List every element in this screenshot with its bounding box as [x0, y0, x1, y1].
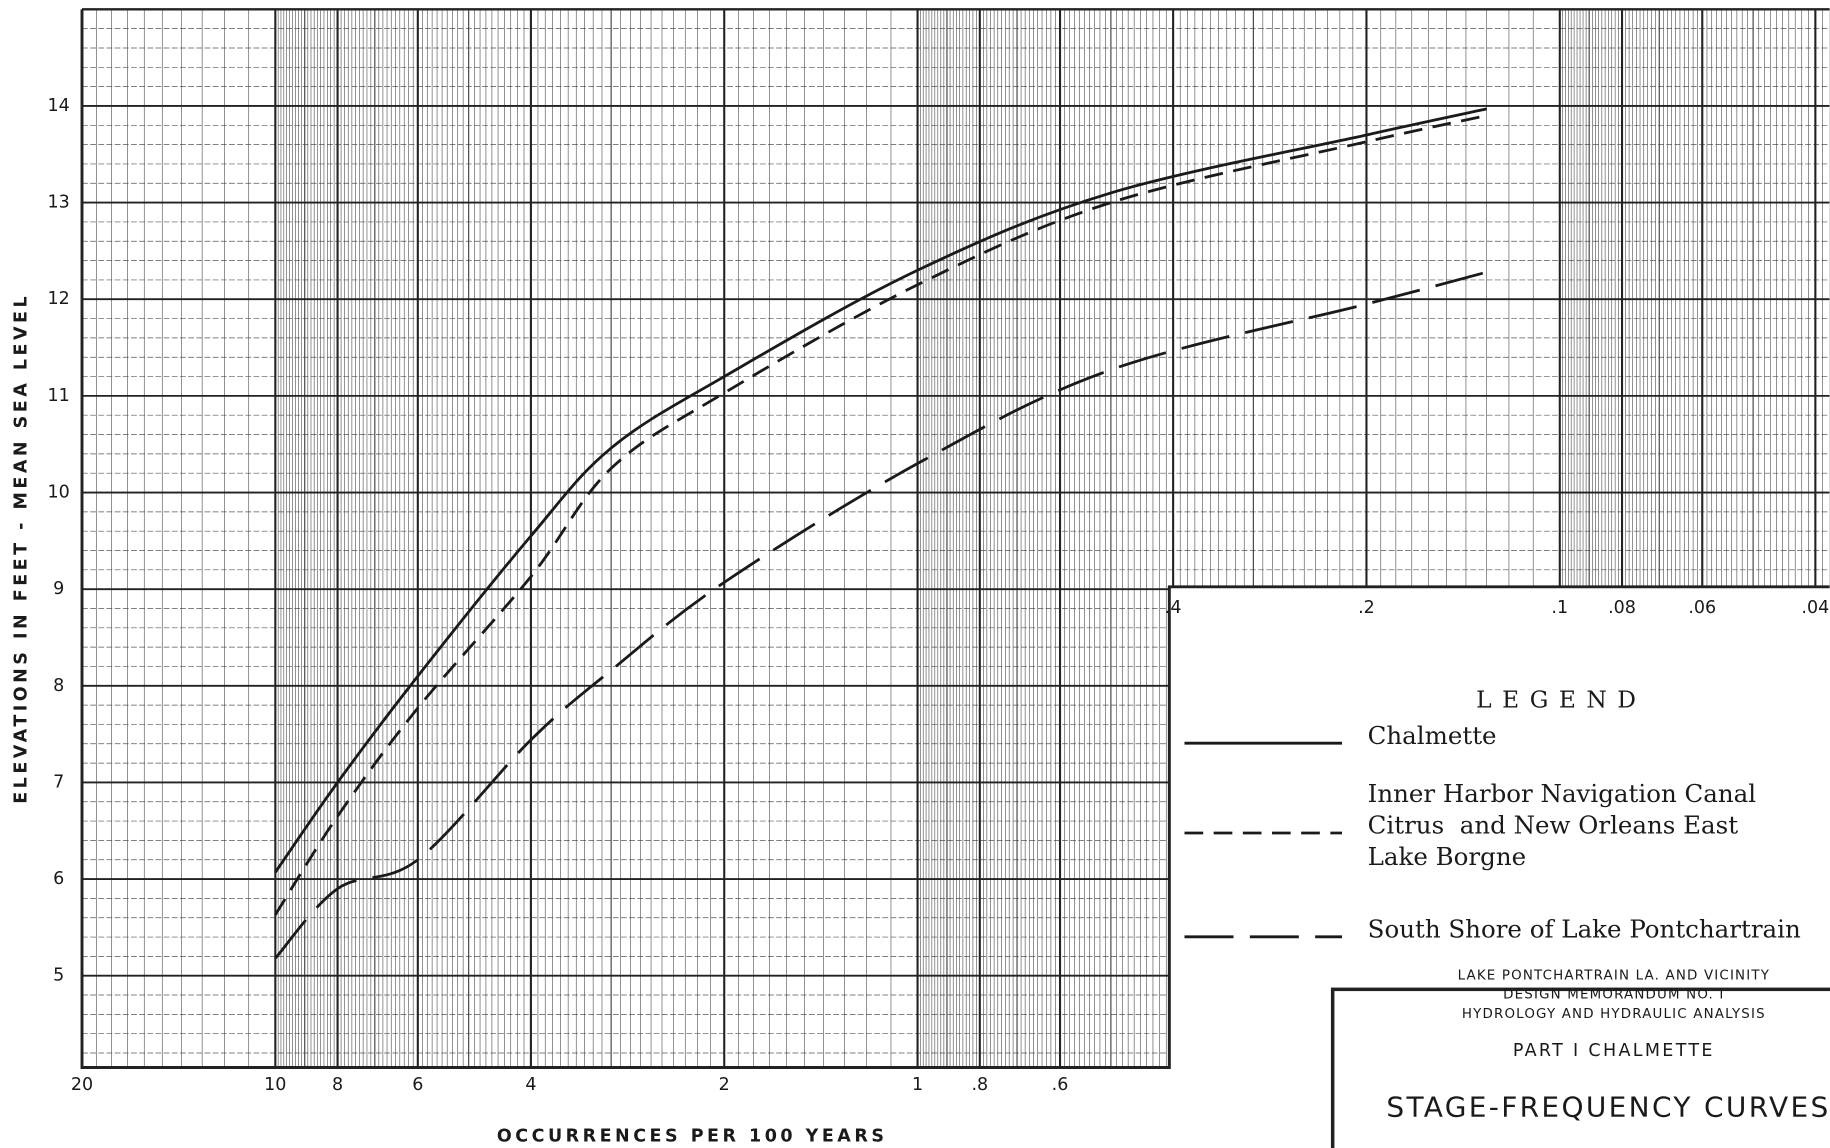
x-tick-label: .8	[971, 1075, 988, 1095]
title-block-title: STAGE-FREQUENCY CURVES	[1386, 1090, 1830, 1123]
y-tick-label: 10	[48, 483, 70, 503]
x-tick-label: .6	[1052, 1075, 1069, 1095]
x-tick-label: .06	[1688, 598, 1716, 618]
y-tick-label: 7	[53, 772, 64, 792]
series-group	[274, 107, 1487, 960]
y-axis-title: ELEVATIONS IN FEET - MEAN SEA LEVEL	[11, 293, 31, 804]
title-block-line: HYDROLOGY AND HYDRAULIC ANALYSIS	[1462, 1007, 1766, 1022]
x-tick-label: .08	[1608, 598, 1636, 618]
title-block-line: DESIGN MEMORANDUM NO. I	[1503, 988, 1724, 1003]
x-tick-label: 20	[71, 1075, 93, 1095]
y-tick-label: 8	[53, 676, 64, 696]
title-block-part: PART I CHALMETTE	[1513, 1041, 1715, 1061]
plot-border	[80, 9, 1830, 1069]
x-axis-title: OCCURRENCES PER 100 YEARS	[497, 1126, 888, 1146]
series-line	[274, 114, 1487, 916]
title-block-text: LAKE PONTCHARTRAIN LA. AND VICINITY DESIG…	[1458, 968, 1771, 1022]
y-tick-label: 11	[48, 386, 70, 406]
x-tick-label: .04	[1801, 598, 1829, 618]
legend-label: Chalmette	[1368, 721, 1497, 750]
legend-label: South Shore of Lake Pontchartrain	[1368, 915, 1801, 944]
labels: 5 6 7 8 9 10 11 12 13 14 20 10 8 6 4 2 1 .8 .6 .4 .2 .1 .08 .06…	[48, 96, 1830, 1095]
y-tick-label: 12	[48, 289, 70, 309]
title-block	[1330, 987, 1830, 1148]
title-block-line: LAKE PONTCHARTRAIN LA. AND VICINITY	[1458, 968, 1771, 983]
x-tick-label: .2	[1358, 598, 1375, 618]
legend: Chalmette Inner Harbor Navigation Canal Ci…	[1184, 721, 1801, 944]
x-tick-label: 2	[719, 1075, 730, 1095]
x-tick-label: 4	[525, 1075, 536, 1095]
x-tick-label: .4	[1165, 598, 1182, 618]
legend-label: Citrus and New Orleans East	[1368, 811, 1739, 840]
y-tick-label: 6	[53, 869, 64, 889]
series-line	[274, 270, 1487, 960]
series-line	[274, 107, 1487, 874]
grid	[82, 9, 1830, 1068]
x-tick-label: 6	[412, 1075, 423, 1095]
y-tick-label: 9	[53, 579, 64, 599]
legend-label: Inner Harbor Navigation Canal	[1368, 779, 1757, 808]
legend-title: LEGEND	[1476, 686, 1646, 714]
legend-label: Lake Borgne	[1368, 842, 1526, 871]
x-tick-label: .1	[1551, 598, 1568, 618]
y-tick-label: 13	[48, 193, 70, 213]
y-tick-label: 14	[48, 96, 70, 116]
y-tick-label: 5	[53, 966, 64, 986]
x-tick-label: 8	[332, 1075, 343, 1095]
x-tick-label: 10	[264, 1075, 286, 1095]
x-tick-label: 1	[912, 1075, 923, 1095]
